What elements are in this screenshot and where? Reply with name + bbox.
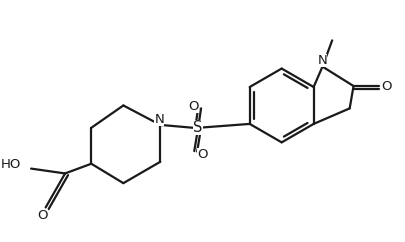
Text: O: O — [196, 149, 207, 161]
Text: O: O — [188, 100, 198, 113]
Text: N: N — [154, 113, 164, 126]
Text: S: S — [193, 120, 202, 135]
Text: O: O — [37, 209, 48, 222]
Text: N: N — [317, 54, 326, 67]
Text: HO: HO — [1, 158, 21, 171]
Text: O: O — [380, 80, 391, 92]
